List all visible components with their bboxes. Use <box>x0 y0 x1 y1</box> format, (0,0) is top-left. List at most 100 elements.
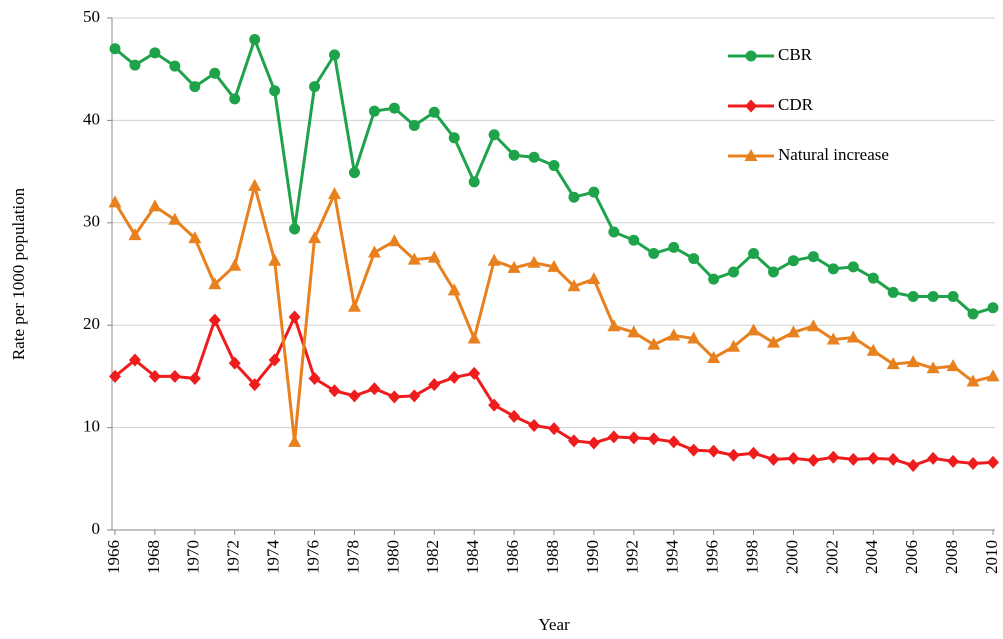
data-point <box>887 286 899 298</box>
data-point <box>268 253 282 266</box>
data-point <box>289 223 301 235</box>
x-tick-label: 2000 <box>782 540 801 574</box>
x-tick-label: 1976 <box>303 540 322 574</box>
data-point <box>248 178 262 191</box>
data-point <box>189 81 201 93</box>
data-point <box>488 129 500 141</box>
data-point <box>547 259 561 272</box>
data-point <box>987 302 999 314</box>
data-point <box>827 263 839 275</box>
series-line <box>114 38 994 316</box>
x-tick-label: 1968 <box>144 540 163 574</box>
data-point <box>587 272 601 285</box>
data-point <box>488 398 501 412</box>
x-tick-label: 1992 <box>623 540 642 574</box>
x-tick-label: 1988 <box>543 540 562 574</box>
data-point <box>946 359 960 372</box>
data-point <box>607 430 620 444</box>
legend-label: Natural increase <box>778 145 889 164</box>
data-point <box>927 451 940 465</box>
data-point <box>887 452 900 466</box>
data-point <box>208 313 221 327</box>
data-point <box>168 369 181 383</box>
data-point <box>608 226 620 238</box>
data-point <box>527 255 541 268</box>
data-point <box>528 419 541 433</box>
data-point <box>867 272 879 284</box>
data-point <box>567 434 580 448</box>
data-point <box>787 255 799 267</box>
data-point <box>347 299 361 312</box>
data-point <box>308 231 322 244</box>
data-point <box>288 434 302 447</box>
data-point <box>109 369 121 383</box>
data-point <box>269 85 281 97</box>
data-point <box>926 361 940 374</box>
data-point <box>628 234 640 246</box>
data-point <box>447 283 461 296</box>
data-point <box>707 444 720 458</box>
series-line <box>114 315 994 467</box>
data-point <box>627 325 641 338</box>
data-point <box>807 453 820 467</box>
x-tick-label: 1990 <box>583 540 602 574</box>
y-tick-label: 10 <box>83 417 100 436</box>
data-point <box>328 384 341 398</box>
data-point <box>867 451 880 465</box>
data-point <box>727 339 741 352</box>
data-point <box>508 149 520 161</box>
data-point <box>507 260 521 273</box>
data-point <box>947 454 960 468</box>
data-point <box>747 446 760 460</box>
x-tick-label: 2010 <box>982 540 1001 574</box>
data-point <box>348 389 361 403</box>
data-point <box>667 328 681 341</box>
data-point <box>846 330 860 343</box>
data-point <box>667 435 680 449</box>
y-tick-label: 40 <box>83 109 100 128</box>
data-point <box>129 59 141 71</box>
data-point <box>688 253 700 265</box>
data-point <box>329 49 340 61</box>
x-tick-label: 1974 <box>264 540 283 575</box>
x-tick-label: 1998 <box>742 540 761 574</box>
data-point <box>448 132 460 144</box>
data-point <box>687 331 701 344</box>
data-point <box>727 448 740 462</box>
data-point <box>448 370 461 384</box>
data-point <box>767 335 780 348</box>
data-point <box>806 319 820 332</box>
data-point <box>786 325 800 338</box>
data-point <box>807 251 819 263</box>
data-point <box>468 366 481 380</box>
y-tick-label: 0 <box>92 519 101 538</box>
x-tick-label: 1980 <box>383 540 402 574</box>
data-point <box>866 343 880 356</box>
legend-label: CDR <box>778 95 814 114</box>
data-point <box>388 102 400 114</box>
data-point <box>508 409 521 423</box>
data-point <box>826 332 840 345</box>
x-tick-label: 1978 <box>343 540 362 574</box>
data-point <box>907 458 920 472</box>
data-point <box>228 258 242 271</box>
data-point <box>168 212 182 225</box>
data-point <box>209 67 221 79</box>
data-point <box>408 389 421 403</box>
data-point <box>288 310 301 324</box>
data-point <box>687 443 700 457</box>
data-point <box>847 261 859 273</box>
data-point <box>128 228 142 241</box>
data-point <box>548 422 560 436</box>
y-axis-title: Rate per 1000 population <box>9 187 28 360</box>
x-tick-label: 1972 <box>224 540 243 574</box>
data-point <box>309 81 321 93</box>
data-point <box>408 120 420 132</box>
data-point <box>407 252 421 265</box>
data-point <box>967 456 980 470</box>
data-point <box>966 374 980 387</box>
data-point <box>308 371 321 385</box>
data-point <box>348 167 360 179</box>
data-point <box>668 241 680 253</box>
series-line <box>113 184 994 444</box>
